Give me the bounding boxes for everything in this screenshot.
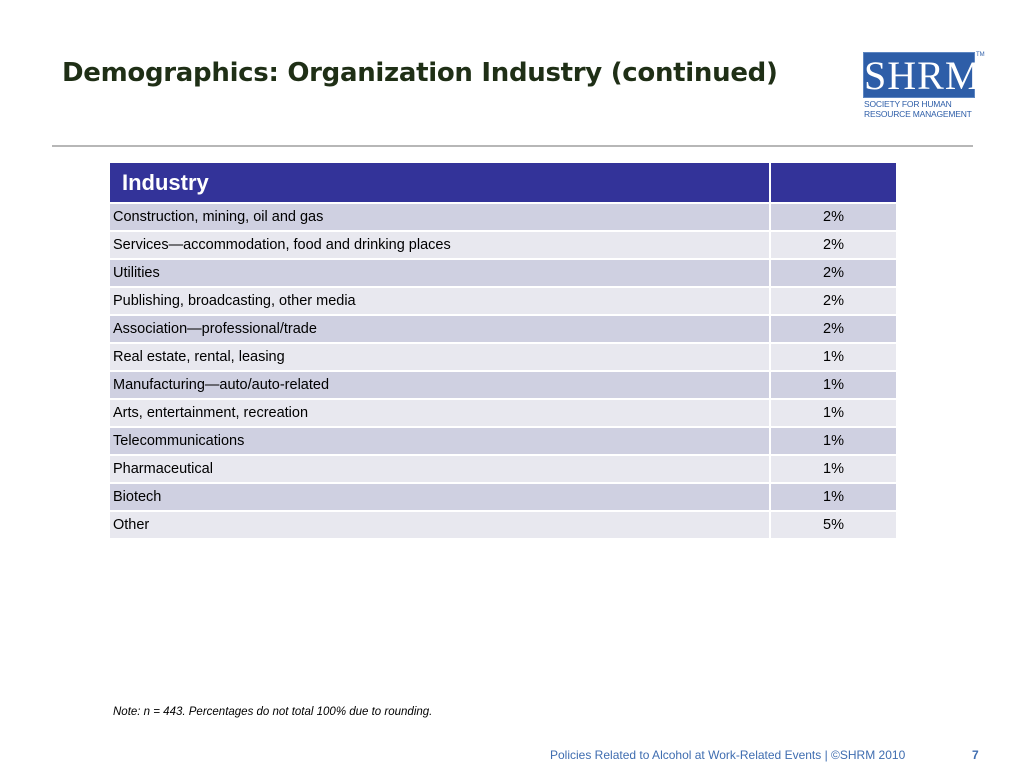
industry-table: Industry Construction, mining, oil and g… — [108, 161, 898, 540]
table-row: Services—accommodation, food and drinkin… — [108, 230, 898, 260]
industry-label: Association—professional/trade — [108, 314, 771, 344]
industry-percent: 2% — [769, 286, 898, 316]
industry-label: Real estate, rental, leasing — [108, 342, 771, 372]
industry-table-container: Industry Construction, mining, oil and g… — [108, 161, 898, 540]
slide-title: Demographics: Organization Industry (con… — [62, 58, 778, 88]
industry-label: Services—accommodation, food and drinkin… — [108, 230, 771, 260]
industry-percent: 2% — [769, 258, 898, 288]
industry-label: Construction, mining, oil and gas — [108, 202, 771, 232]
header-industry: Industry — [108, 161, 771, 204]
table-row: Construction, mining, oil and gas 2% — [108, 202, 898, 232]
table-note: Note: n = 443. Percentages do not total … — [113, 706, 433, 718]
industry-percent: 1% — [769, 370, 898, 400]
logo-letters: SHRM — [864, 53, 982, 98]
table-row: Utilities 2% — [108, 258, 898, 288]
table-row: Real estate, rental, leasing 1% — [108, 342, 898, 372]
industry-label: Telecommunications — [108, 426, 771, 456]
table-body: Construction, mining, oil and gas 2% Servi… — [108, 202, 898, 540]
industry-percent: 1% — [769, 426, 898, 456]
title-divider — [52, 145, 973, 147]
industry-percent: 2% — [769, 202, 898, 232]
industry-label: Biotech — [108, 482, 771, 512]
industry-label: Publishing, broadcasting, other media — [108, 286, 771, 316]
logo-subtitle: SOCIETY FOR HUMAN RESOURCE MANAGEMENT — [864, 99, 984, 119]
industry-label: Pharmaceutical — [108, 454, 771, 484]
table-row: Arts, entertainment, recreation 1% — [108, 398, 898, 428]
industry-percent: 1% — [769, 342, 898, 372]
page-number: 7 — [972, 748, 979, 762]
industry-percent: 2% — [769, 230, 898, 260]
table-row: Biotech 1% — [108, 482, 898, 512]
table-row: Manufacturing—auto/auto-related 1% — [108, 370, 898, 400]
industry-percent: 5% — [769, 510, 898, 540]
industry-percent: 2% — [769, 314, 898, 344]
table-row: Association—professional/trade 2% — [108, 314, 898, 344]
table-row: Other 5% — [108, 510, 898, 540]
logo-trademark: TM — [976, 52, 985, 58]
table-header-row: Industry — [108, 161, 898, 204]
shrm-logo: SHRM TM SOCIETY FOR HUMAN RESOURCE MANAG… — [863, 52, 985, 122]
footer-text: Policies Related to Alcohol at Work-Rela… — [550, 748, 906, 762]
logo-line-1: SOCIETY FOR HUMAN — [864, 99, 952, 109]
header-percent — [769, 161, 898, 204]
industry-percent: 1% — [769, 482, 898, 512]
industry-percent: 1% — [769, 454, 898, 484]
industry-label: Manufacturing—auto/auto-related — [108, 370, 771, 400]
industry-label: Other — [108, 510, 771, 540]
industry-label: Arts, entertainment, recreation — [108, 398, 771, 428]
table-row: Publishing, broadcasting, other media 2% — [108, 286, 898, 316]
industry-label: Utilities — [108, 258, 771, 288]
industry-percent: 1% — [769, 398, 898, 428]
logo-line-2: RESOURCE MANAGEMENT — [864, 109, 972, 119]
logo-box: SHRM — [863, 52, 982, 98]
table-row: Telecommunications 1% — [108, 426, 898, 456]
table-row: Pharmaceutical 1% — [108, 454, 898, 484]
